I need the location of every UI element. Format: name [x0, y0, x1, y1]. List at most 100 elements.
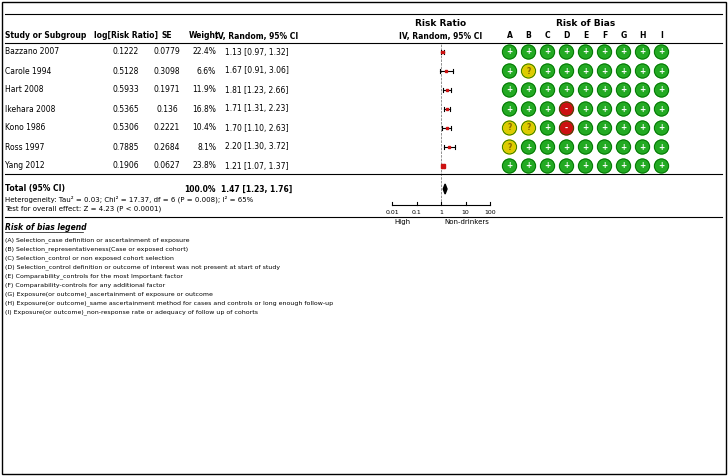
Circle shape: [654, 64, 668, 78]
Text: +: +: [620, 67, 627, 76]
Circle shape: [579, 45, 593, 59]
Text: 1.67 [0.91, 3.06]: 1.67 [0.91, 3.06]: [225, 67, 289, 76]
Text: +: +: [658, 123, 665, 132]
Text: 0.5365: 0.5365: [113, 105, 139, 113]
Circle shape: [579, 83, 593, 97]
Circle shape: [654, 140, 668, 154]
Text: 1.81 [1.23, 2.66]: 1.81 [1.23, 2.66]: [225, 86, 289, 95]
Text: G: G: [620, 31, 627, 40]
Text: 0.5306: 0.5306: [113, 123, 139, 132]
Circle shape: [617, 45, 630, 59]
Circle shape: [617, 102, 630, 116]
Circle shape: [502, 140, 516, 154]
Text: +: +: [545, 142, 550, 151]
Text: 0.1222: 0.1222: [113, 48, 139, 57]
Circle shape: [654, 45, 668, 59]
Text: Yang 2012: Yang 2012: [5, 161, 44, 170]
Polygon shape: [443, 184, 447, 194]
Text: (H) Exposure(or outcome)_same ascertainment method for cases and controls or lon: (H) Exposure(or outcome)_same ascertainm…: [5, 300, 333, 306]
Text: +: +: [620, 142, 627, 151]
Text: +: +: [507, 161, 513, 170]
Circle shape: [617, 83, 630, 97]
Circle shape: [502, 83, 516, 97]
Circle shape: [617, 121, 630, 135]
Text: +: +: [582, 86, 589, 95]
Bar: [446, 108, 448, 110]
Circle shape: [636, 140, 649, 154]
Text: Test for overall effect: Z = 4.23 (P < 0.0001): Test for overall effect: Z = 4.23 (P < 0…: [5, 206, 161, 212]
Circle shape: [540, 64, 555, 78]
Circle shape: [579, 102, 593, 116]
Bar: [446, 70, 448, 72]
Circle shape: [598, 140, 612, 154]
Text: +: +: [658, 48, 665, 57]
Circle shape: [560, 83, 574, 97]
Text: (G) Exposure(or outcome)_ascertainment of exposure or outcome: (G) Exposure(or outcome)_ascertainment o…: [5, 291, 213, 297]
Text: +: +: [639, 123, 646, 132]
Circle shape: [521, 140, 536, 154]
Text: B: B: [526, 31, 531, 40]
Text: +: +: [563, 86, 569, 95]
Text: +: +: [526, 86, 531, 95]
Circle shape: [560, 121, 574, 135]
Text: (F) Comparability-controls for any additional factor: (F) Comparability-controls for any addit…: [5, 282, 165, 288]
Text: +: +: [658, 142, 665, 151]
Circle shape: [521, 102, 536, 116]
Text: +: +: [582, 105, 589, 113]
Text: I: I: [660, 31, 663, 40]
Text: 1.70 [1.10, 2.63]: 1.70 [1.10, 2.63]: [225, 123, 289, 132]
Circle shape: [502, 102, 516, 116]
Text: 0.2221: 0.2221: [154, 123, 180, 132]
Text: +: +: [620, 48, 627, 57]
Text: Risk of Bias: Risk of Bias: [556, 20, 615, 29]
Text: 10: 10: [462, 210, 470, 215]
Text: 0.7885: 0.7885: [113, 142, 139, 151]
Text: 1.47 [1.23, 1.76]: 1.47 [1.23, 1.76]: [221, 185, 293, 194]
Circle shape: [617, 140, 630, 154]
Text: +: +: [507, 48, 513, 57]
Text: SE: SE: [162, 31, 173, 40]
Text: +: +: [507, 67, 513, 76]
Circle shape: [598, 83, 612, 97]
Text: 0.3098: 0.3098: [154, 67, 181, 76]
Text: +: +: [639, 105, 646, 113]
Text: +: +: [545, 105, 550, 113]
Circle shape: [579, 64, 593, 78]
Bar: [446, 89, 448, 91]
Circle shape: [521, 45, 536, 59]
Text: +: +: [545, 86, 550, 95]
Text: ?: ?: [507, 123, 512, 132]
Text: +: +: [582, 48, 589, 57]
Text: (B) Selection_representativeness(Case or exposed cohort): (B) Selection_representativeness(Case or…: [5, 246, 188, 252]
Text: 100: 100: [484, 210, 496, 215]
Text: +: +: [620, 161, 627, 170]
Text: (I) Exposure(or outcome)_non-response rate or adequacy of follow up of cohorts: (I) Exposure(or outcome)_non-response ra…: [5, 309, 258, 315]
Text: +: +: [658, 86, 665, 95]
Text: (E) Comparability_controls for the most Important factor: (E) Comparability_controls for the most …: [5, 273, 183, 279]
Text: 0.0627: 0.0627: [154, 161, 181, 170]
Text: 11.9%: 11.9%: [192, 86, 216, 95]
Text: +: +: [639, 142, 646, 151]
Text: +: +: [601, 67, 608, 76]
Text: 0.5128: 0.5128: [113, 67, 139, 76]
Text: H: H: [639, 31, 646, 40]
Text: Risk of bias legend: Risk of bias legend: [5, 224, 87, 232]
Text: +: +: [620, 86, 627, 95]
Text: +: +: [658, 67, 665, 76]
Circle shape: [579, 159, 593, 173]
Bar: [446, 127, 448, 129]
Circle shape: [521, 83, 536, 97]
Text: ?: ?: [526, 67, 531, 76]
Text: IV, Random, 95% CI: IV, Random, 95% CI: [400, 31, 483, 40]
Circle shape: [502, 121, 516, 135]
Text: Kono 1986: Kono 1986: [5, 123, 45, 132]
Text: 0.0779: 0.0779: [154, 48, 181, 57]
Text: +: +: [563, 142, 569, 151]
Text: Non-drinkers: Non-drinkers: [444, 219, 489, 225]
Circle shape: [502, 64, 516, 78]
Circle shape: [617, 159, 630, 173]
Text: +: +: [526, 142, 531, 151]
Text: High: High: [394, 219, 410, 225]
Circle shape: [540, 45, 555, 59]
Text: +: +: [620, 123, 627, 132]
